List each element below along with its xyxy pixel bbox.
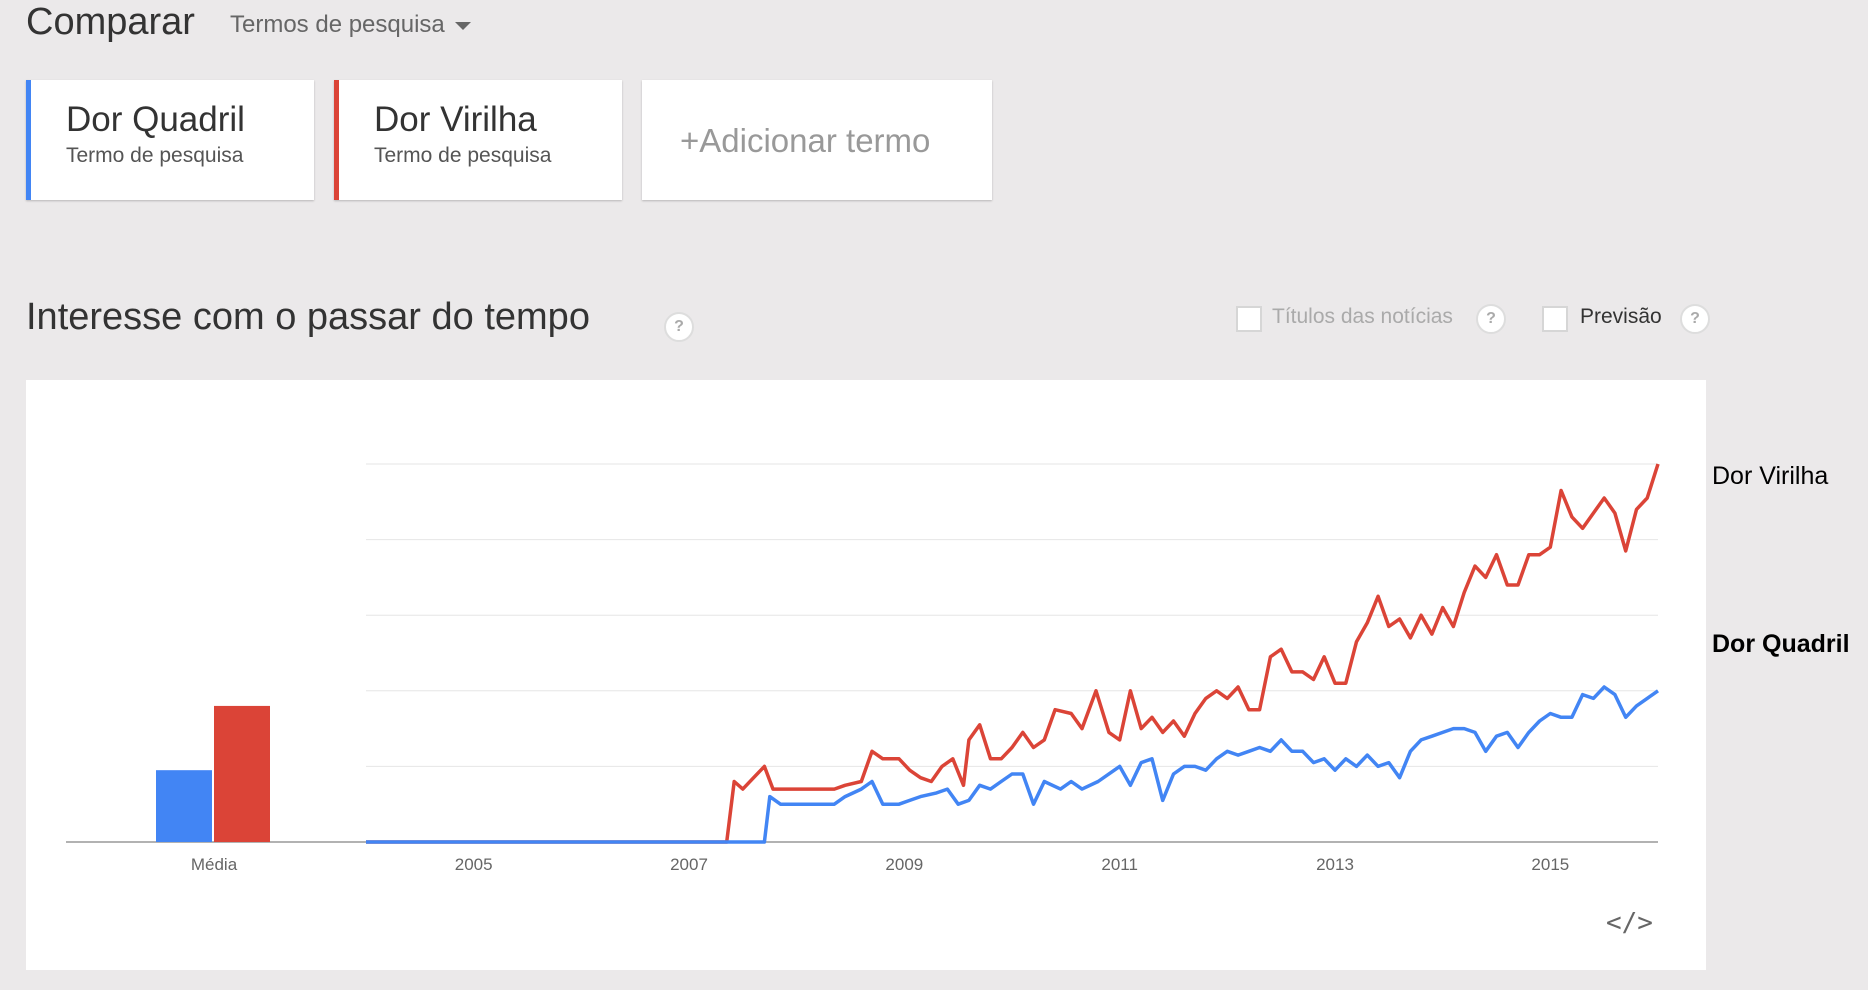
term-name[interactable]: Dor Quadril	[66, 100, 245, 139]
tick-label: 2013	[1316, 855, 1354, 874]
average-bar	[156, 770, 212, 842]
series-label-dor-quadril: Dor Quadril	[1712, 630, 1850, 658]
average-bar	[214, 705, 270, 842]
forecast-checkbox[interactable]	[1542, 306, 1568, 332]
tick-label-average: Média	[191, 855, 238, 874]
terms-dropdown[interactable]: Termos de pesquisa	[230, 10, 471, 40]
term-card-dor-quadril[interactable]: Dor Quadril Termo de pesquisa	[26, 80, 314, 200]
add-term-label: +Adicionar termo	[680, 122, 931, 159]
help-icon[interactable]: ?	[1680, 304, 1710, 334]
term-type: Termo de pesquisa	[374, 144, 552, 167]
series-line	[366, 463, 1660, 844]
tick-label: 2011	[1101, 855, 1138, 874]
term-name[interactable]: Dor Virilha	[374, 100, 537, 139]
term-card-dor-virilha[interactable]: Dor Virilha Termo de pesquisa	[334, 80, 622, 200]
term-type: Termo de pesquisa	[66, 144, 244, 167]
help-icon[interactable]: ?	[1476, 304, 1506, 334]
tick-label: 2015	[1531, 855, 1569, 874]
series-line	[366, 685, 1660, 844]
chart-panel: Média 2005 2007 2009 2011 2013 2015	[26, 380, 1706, 970]
page-title: Comparar	[26, 1, 195, 43]
news-headlines-checkbox[interactable]	[1236, 306, 1262, 332]
terms-dropdown-label: Termos de pesquisa	[230, 11, 445, 38]
forecast-label: Previsão	[1580, 305, 1662, 328]
series-label-dor-virilha: Dor Virilha	[1712, 462, 1829, 490]
help-icon[interactable]: ?	[664, 312, 694, 342]
trend-chart: Média 2005 2007 2009 2011 2013 2015	[66, 463, 1660, 874]
tick-label: 2009	[885, 855, 923, 874]
term-color-bar	[334, 80, 339, 200]
chevron-down-icon	[454, 21, 471, 30]
section-title: Interesse com o passar do tempo	[26, 296, 590, 338]
tick-label: 2005	[455, 855, 493, 874]
plus-icon: +	[680, 122, 700, 159]
tick-label: 2007	[670, 855, 708, 874]
news-headlines-label: Títulos das notícias	[1272, 305, 1453, 328]
term-color-bar	[26, 80, 31, 200]
add-term-button[interactable]: +Adicionar termo	[642, 80, 992, 200]
embed-code-icon[interactable]: </>	[1606, 908, 1653, 938]
